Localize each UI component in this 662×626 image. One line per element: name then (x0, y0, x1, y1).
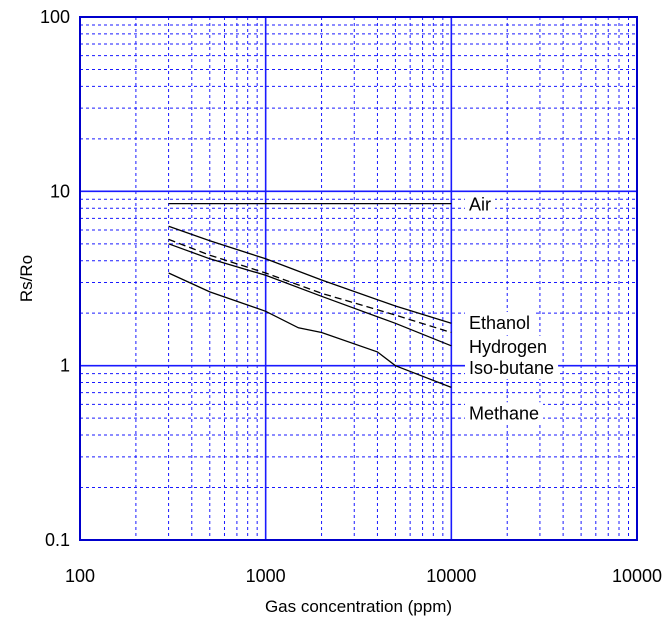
series-label-iso-butane: Iso-butane (469, 358, 554, 378)
y-axis-title: Rs/Ro (17, 255, 36, 302)
x-axis-title: Gas concentration (ppm) (265, 597, 452, 616)
x-tick-label: 10000 (612, 566, 662, 586)
tick-labels: 100 1000 10000 10000 0.1 1 10 100 (40, 7, 662, 586)
y-tick-label: 1 (60, 356, 70, 376)
x-tick-label: 100 (65, 566, 95, 586)
series-label-background (465, 193, 496, 216)
x-tick-label: 1000 (246, 566, 286, 586)
series-label-background (465, 335, 552, 358)
series-lines (168, 202, 452, 389)
y-tick-label: 0.1 (45, 530, 70, 550)
x-tick-label: 10000 (426, 566, 476, 586)
series-line-methane (168, 272, 452, 389)
series-label-ethanol: Ethanol (469, 313, 530, 333)
series-label-background (465, 357, 559, 380)
series-line-hydrogen (168, 238, 452, 334)
grid (80, 17, 637, 540)
y-tick-label: 100 (40, 7, 70, 27)
series-line-ethanol (168, 225, 452, 324)
plot-frame (79, 16, 638, 541)
series-label-methane: Methane (469, 403, 539, 423)
series-label-background (465, 402, 544, 425)
series-label-air: Air (469, 195, 491, 215)
series-label-background (465, 312, 535, 335)
series-label-hydrogen: Hydrogen (469, 337, 547, 357)
y-tick-label: 10 (50, 181, 70, 201)
series-line-iso-butane (168, 243, 452, 347)
